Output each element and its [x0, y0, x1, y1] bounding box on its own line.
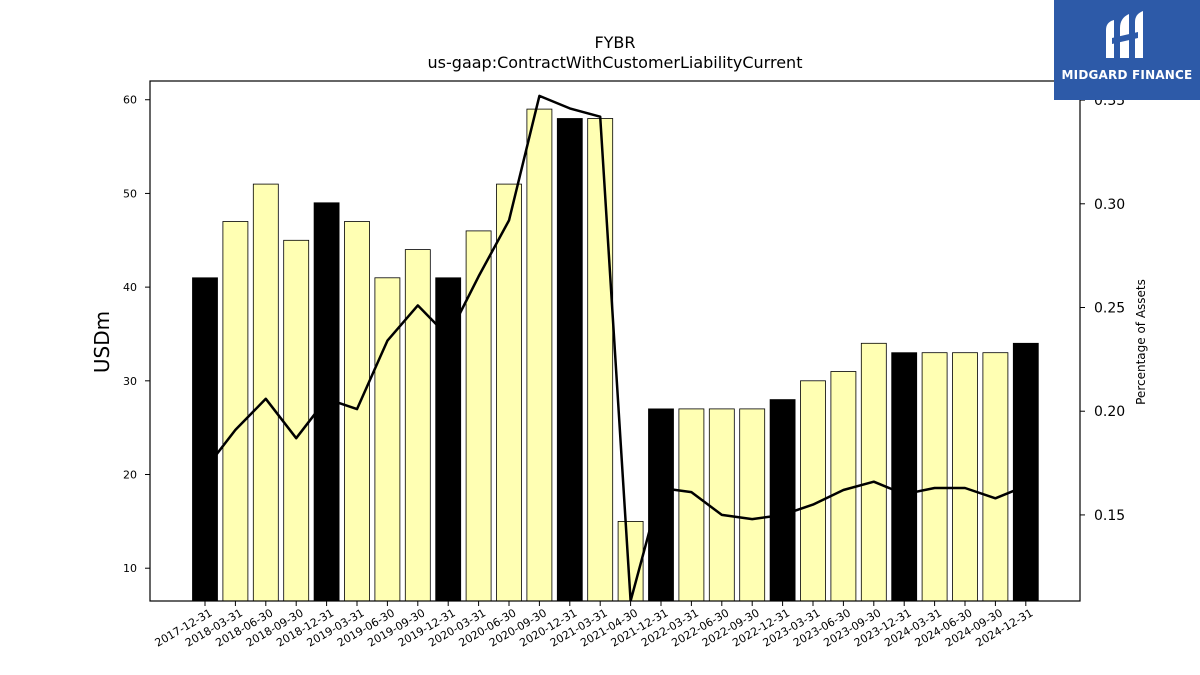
- bar-2019-03-31: [344, 221, 370, 602]
- line-group: [204, 94, 1027, 601]
- bar-2022-12-31: [769, 399, 796, 602]
- y2-tick-label: 0.20: [1094, 404, 1125, 420]
- y2-tick-label: 0.15: [1094, 508, 1125, 524]
- bar-2017-12-31: [192, 277, 218, 602]
- y-tick-label: 40: [123, 281, 137, 294]
- bar-2022-03-31: [678, 408, 705, 602]
- y2-tick-label: 0.30: [1094, 197, 1125, 213]
- brand-logo: MIDGARD FINANCE: [1054, 0, 1200, 100]
- y-tick-label: 20: [123, 469, 137, 482]
- y2-axis-label: Percentage of Assets: [1134, 279, 1148, 405]
- bar-2019-06-30: [374, 277, 401, 602]
- bar-2023-12-31: [891, 352, 918, 602]
- plot-frame: [149, 80, 1081, 602]
- bar-2020-09-30: [526, 108, 553, 602]
- chart-title: FYBR: [594, 33, 635, 52]
- bar-2019-09-30: [404, 249, 431, 602]
- bar-2023-06-30: [830, 371, 857, 602]
- bar-2022-09-30: [739, 408, 766, 602]
- bar-2020-12-31: [556, 118, 583, 602]
- bar-2024-03-31: [921, 352, 948, 602]
- bar-2022-06-30: [708, 408, 735, 602]
- bar-2021-12-31: [648, 408, 674, 602]
- bar-2018-03-31: [222, 221, 249, 602]
- logo-text: MIDGARD FINANCE: [1061, 68, 1193, 82]
- y-tick-label: 60: [123, 94, 137, 107]
- y-tick-label: 10: [123, 562, 137, 575]
- bar-2024-12-31: [1012, 342, 1039, 602]
- bar-2023-03-31: [800, 380, 826, 602]
- bar-2018-06-30: [252, 183, 279, 602]
- midgard-logo-icon: [1106, 11, 1143, 58]
- y-tick-label: 30: [123, 375, 137, 388]
- bar-2021-03-31: [587, 118, 614, 602]
- bar-2024-06-30: [952, 352, 978, 602]
- y-axis-label: USDm: [90, 311, 114, 373]
- bar-2018-09-30: [283, 239, 310, 602]
- y-tick-label: 50: [123, 187, 137, 200]
- chart-subtitle: us-gaap:ContractWithCustomerLiabilityCur…: [428, 53, 803, 72]
- bars-group: [192, 108, 1039, 602]
- bar-2023-09-30: [860, 342, 887, 602]
- bar-2020-06-30: [496, 183, 522, 602]
- line-percentage-of-assets: [204, 94, 1027, 601]
- bar-2020-03-31: [465, 230, 492, 602]
- y2-tick-label: 0.25: [1094, 301, 1125, 317]
- bar-2024-09-30: [982, 352, 1009, 602]
